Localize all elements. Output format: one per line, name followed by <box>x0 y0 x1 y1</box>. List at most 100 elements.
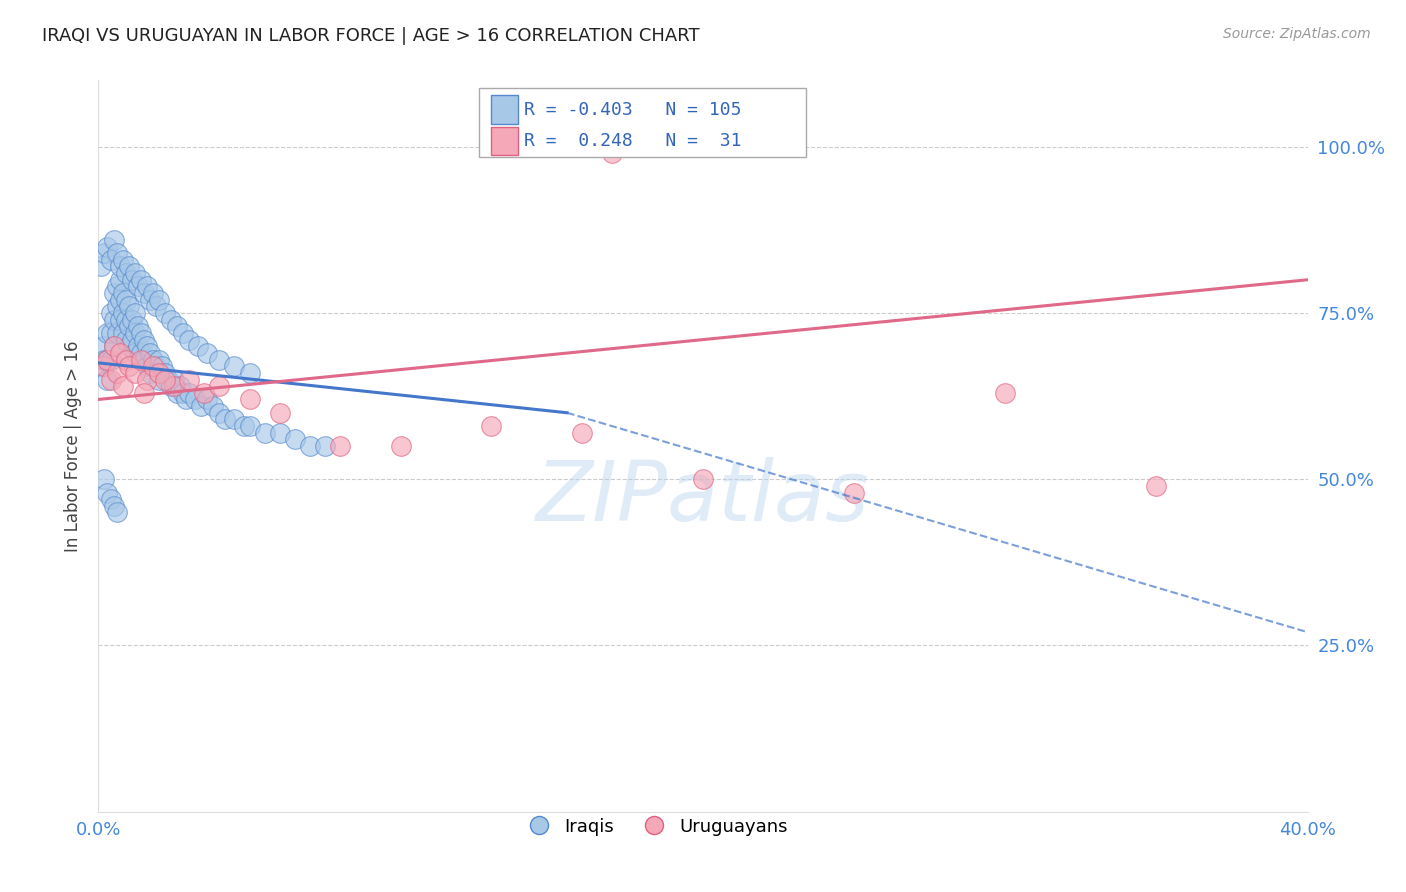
Point <box>111 252 134 267</box>
Text: R =  0.248   N =  31: R = 0.248 N = 31 <box>524 132 741 150</box>
Point <box>129 346 152 360</box>
Point <box>132 385 155 400</box>
Point <box>96 326 118 340</box>
Point <box>111 286 134 301</box>
Point <box>96 239 118 253</box>
Point <box>132 352 155 367</box>
Point <box>129 352 152 367</box>
Point <box>190 399 212 413</box>
Point <box>195 346 218 360</box>
Point <box>142 352 165 367</box>
Point <box>108 273 131 287</box>
Point <box>269 406 291 420</box>
Point <box>111 306 134 320</box>
Point <box>121 312 143 326</box>
Point <box>994 385 1017 400</box>
Point <box>105 246 128 260</box>
Point <box>208 379 231 393</box>
Point <box>93 246 115 260</box>
Point <box>103 233 125 247</box>
Point <box>163 379 186 393</box>
Point <box>96 485 118 500</box>
Point <box>129 273 152 287</box>
Point <box>90 359 112 374</box>
Point <box>148 352 170 367</box>
Point <box>172 385 194 400</box>
Point <box>253 425 276 440</box>
FancyBboxPatch shape <box>492 127 517 155</box>
Point <box>90 260 112 274</box>
Point <box>96 352 118 367</box>
Point <box>239 419 262 434</box>
FancyBboxPatch shape <box>479 87 806 157</box>
Point <box>100 492 122 507</box>
Point <box>193 385 215 400</box>
Point <box>93 352 115 367</box>
Point <box>172 326 194 340</box>
Point <box>135 359 157 374</box>
Point <box>148 366 170 380</box>
Point <box>121 333 143 347</box>
Point <box>100 372 122 386</box>
Point <box>153 306 176 320</box>
Point <box>329 439 352 453</box>
Point <box>127 339 149 353</box>
Point <box>96 372 118 386</box>
Point <box>224 412 246 426</box>
Point <box>187 339 209 353</box>
Point <box>100 326 122 340</box>
Point <box>1144 479 1167 493</box>
Point <box>142 286 165 301</box>
Point <box>124 366 146 380</box>
Point <box>132 333 155 347</box>
Point <box>100 252 122 267</box>
Point <box>105 366 128 380</box>
Point <box>105 326 128 340</box>
Point <box>93 339 115 353</box>
Point <box>139 366 162 380</box>
Legend: Iraqis, Uruguayans: Iraqis, Uruguayans <box>515 811 796 843</box>
Point <box>132 286 155 301</box>
Point <box>208 352 231 367</box>
Point <box>105 279 128 293</box>
Point <box>118 319 141 334</box>
Point <box>174 392 197 407</box>
Point <box>114 352 136 367</box>
Point <box>135 339 157 353</box>
Point <box>118 339 141 353</box>
Point <box>571 425 593 440</box>
Point <box>214 412 236 426</box>
Point <box>118 299 141 313</box>
Point <box>239 366 262 380</box>
Point <box>103 339 125 353</box>
Point <box>105 299 128 313</box>
Point <box>148 372 170 386</box>
Point <box>148 293 170 307</box>
Point <box>166 385 188 400</box>
Point <box>108 312 131 326</box>
Point <box>239 392 262 407</box>
Point <box>153 372 176 386</box>
Point <box>232 419 254 434</box>
Point <box>299 439 322 453</box>
Point <box>284 433 307 447</box>
Point <box>108 260 131 274</box>
Point <box>202 399 225 413</box>
Point <box>114 266 136 280</box>
Point <box>156 372 179 386</box>
Point <box>93 359 115 374</box>
Point <box>135 279 157 293</box>
Point <box>145 359 167 374</box>
Point <box>103 312 125 326</box>
Point <box>124 306 146 320</box>
Point <box>124 326 146 340</box>
Point <box>153 366 176 380</box>
Point <box>114 312 136 326</box>
Point <box>184 392 207 407</box>
Point <box>100 306 122 320</box>
Point <box>481 419 503 434</box>
Point <box>139 346 162 360</box>
Point <box>314 439 336 453</box>
Point <box>103 339 125 353</box>
Point <box>118 359 141 374</box>
